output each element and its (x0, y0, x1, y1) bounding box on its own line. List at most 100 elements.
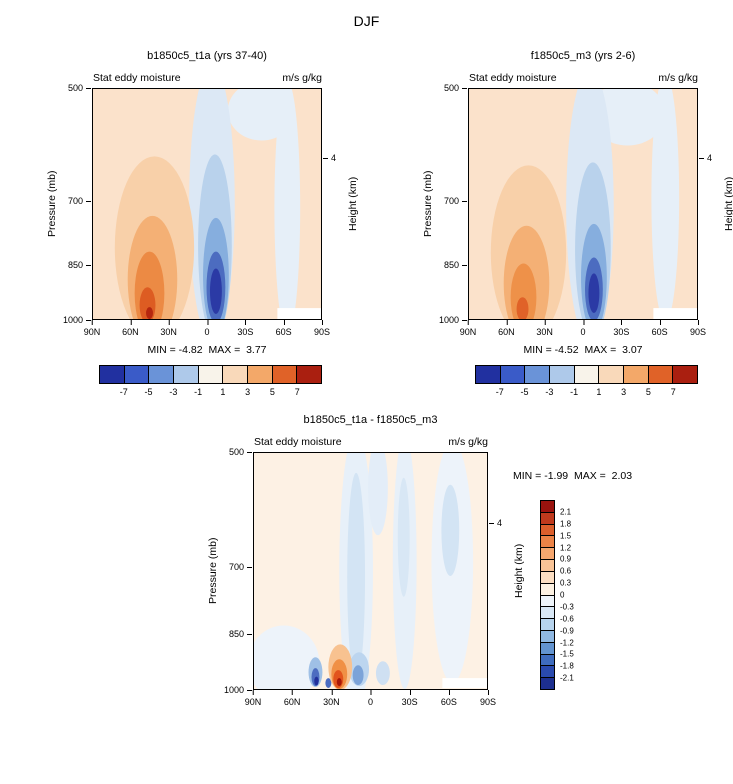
colorbar-box (540, 524, 555, 537)
colorbar-box (540, 500, 555, 513)
colorbar-tick-label: 2.1 (560, 507, 572, 517)
colorbar-box (540, 642, 555, 655)
colorbar-tick-label: -5 (144, 387, 153, 397)
latitude-tick-label: 90N (244, 690, 262, 707)
colorbar-tick-label: -0.3 (560, 602, 574, 612)
latitude-tick-label: 30N (160, 320, 177, 337)
colorbar-box (540, 512, 555, 525)
colorbar-box (540, 536, 555, 549)
colorbar-labels: -7 -5 -3 -1 1 3 5 7 (475, 387, 698, 399)
colorbar-box (149, 365, 175, 384)
latitude-tick-label: 90N (83, 320, 101, 337)
colorbar-box (540, 560, 555, 572)
colorbar-tick-label: -1 (194, 387, 203, 397)
latitude-tick-label: 30N (323, 690, 340, 707)
plot-frame (92, 88, 322, 320)
colorbar-tick-label: 5 (269, 387, 275, 397)
pressure-tick-label: 1000 (62, 315, 92, 325)
pressure-tick-label: 700 (443, 195, 468, 206)
colorbar-tick-label: 0.3 (560, 578, 572, 588)
pressure-tick-label: 1000 (223, 685, 253, 695)
colorbar-tick-label: -3 (545, 387, 554, 397)
colorbar: -7 -5 -3 -1 1 3 5 7 (99, 365, 323, 399)
colorbar-tick-label: -3 (169, 387, 178, 397)
pressure-ticks: 500 700 850 1000 (46, 83, 92, 325)
colorbar-box (124, 365, 150, 384)
pressure-tick-label: 500 (67, 83, 92, 93)
colorbar-box (223, 365, 249, 384)
colorbar-labels: -7 -5 -3 -1 1 3 5 7 (99, 387, 322, 399)
units-label: m/s g/kg (282, 72, 322, 84)
height-ticks: 4 (488, 452, 514, 690)
latitude-tick-label: 30S (401, 690, 418, 707)
colorbar: -7 -5 -3 -1 1 3 5 7 (475, 365, 699, 399)
minmax-label: MIN = -4.52 MAX = 3.07 (523, 344, 643, 356)
colorbar-box (174, 365, 199, 384)
latitude-ticks: 90N 60N 30N 0 30S 60S 90S (460, 320, 706, 342)
latitude-tick-label: 60N (122, 320, 139, 337)
latitude-tick-label: 60N (283, 690, 301, 707)
diff-colorbar-labels: 2.1 1.8 1.5 1.2 0.9 0.6 0.3 0 -0.3 -0.6 -0.9 -1.2 -1… (560, 500, 592, 690)
height-axis-label: Height (km) (513, 543, 525, 599)
colorbar-tick-label: 1.8 (560, 519, 572, 529)
panel-title: f1850c5_m3 (yrs 2-6) (530, 50, 636, 62)
diff-colorbar-boxes (540, 500, 555, 690)
pressure-ticks: 500 700 850 1000 (422, 83, 468, 325)
panel-title: b1850c5_t1a - f1850c5_m3 (303, 414, 438, 426)
colorbar-box (540, 583, 555, 596)
contour-field-diff (254, 453, 487, 689)
colorbar-tick-label: 7 (670, 387, 676, 397)
colorbar-box (540, 548, 555, 561)
latitude-tick-label: 60S (651, 320, 668, 337)
colorbar-tick-label: -0.9 (560, 626, 574, 636)
colorbar-boxes (475, 365, 699, 384)
colorbar-tick-label: -1 (570, 387, 579, 397)
colorbar-box (248, 365, 273, 384)
units-label: m/s g/kg (448, 436, 488, 448)
colorbar-tick-label: -2.1 (560, 673, 574, 683)
colorbar-tick-label: -0.6 (560, 614, 574, 624)
diff-colorbar: 2.1 1.8 1.5 1.2 0.9 0.6 0.3 0 -0.3 -0.6 -0.9 -1.2 -1… (540, 500, 574, 690)
colorbar-tick-label: 3 (245, 387, 251, 397)
colorbar-tick-label: 3 (621, 387, 627, 397)
height-tick-label: 4 (322, 152, 337, 163)
latitude-tick-label: 90S (313, 320, 331, 337)
latitude-tick-label: 60S (275, 320, 292, 337)
colorbar-tick-label: -1.8 (560, 661, 574, 671)
field-label: Stat eddy moisture (254, 436, 342, 448)
height-tick-label: 4 (698, 152, 713, 163)
latitude-ticks: 90N 60N 30N 0 30S 60S 90S (245, 690, 496, 712)
height-tick-label: 4 (488, 518, 503, 529)
pressure-tick-label: 500 (443, 83, 468, 93)
latitude-tick-label: 60S (440, 690, 457, 707)
latitude-tick-label: 30S (237, 320, 254, 337)
panel-b1850c5-t1a: b1850c5_t1a (yrs 37-40) Stat eddy moistu… (46, 50, 359, 397)
colorbar-box (540, 595, 555, 608)
colorbar-box (540, 571, 555, 584)
colorbar-tick-label: 0.6 (560, 566, 572, 576)
colorbar-box (198, 365, 224, 384)
colorbar-tick-label: -7 (119, 387, 128, 397)
colorbar-tick-label: -5 (520, 387, 529, 397)
colorbar-box (540, 678, 555, 690)
height-ticks: 4 (322, 88, 348, 320)
latitude-tick-label: 30S (613, 320, 630, 337)
contour-field-1 (93, 89, 321, 319)
colorbar-tick-label: 0.9 (560, 554, 572, 564)
pressure-tick-label: 850 (67, 260, 92, 271)
colorbar-tick-label: 0 (560, 590, 565, 600)
colorbar-tick-label: -1.2 (560, 638, 574, 647)
plot-frame (468, 88, 698, 320)
colorbar-tick-label: 1.2 (560, 543, 572, 552)
latitude-tick-label: 90N (459, 320, 477, 337)
colorbar-box (550, 365, 575, 384)
latitude-tick-label: 0 (367, 690, 374, 707)
colorbar-box (500, 365, 526, 384)
colorbar-box (673, 365, 699, 384)
colorbar-box (574, 365, 600, 384)
field-label: Stat eddy moisture (469, 72, 557, 84)
colorbar-tick-label: -7 (495, 387, 504, 397)
pressure-tick-label: 700 (67, 195, 92, 206)
panel-title: b1850c5_t1a (yrs 37-40) (147, 50, 267, 62)
